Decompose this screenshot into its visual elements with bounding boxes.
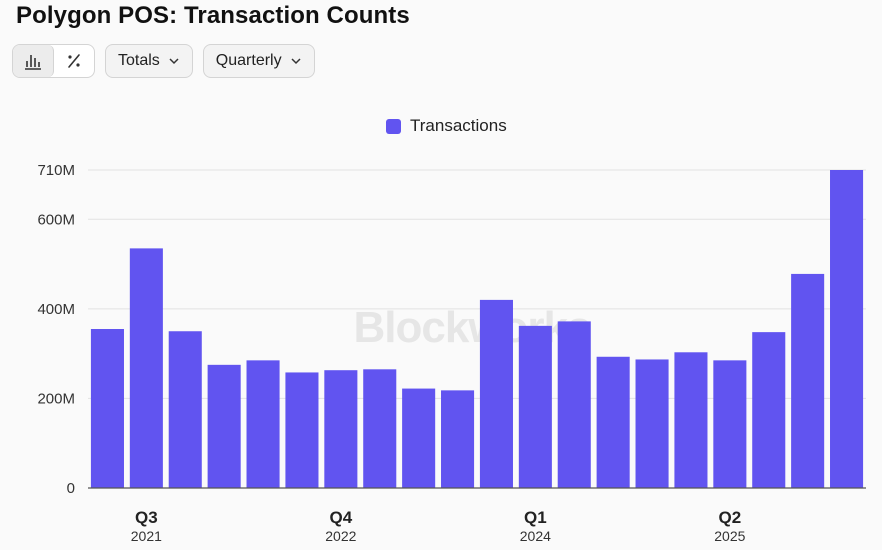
bar[interactable] [830,170,864,488]
chevron-down-icon [291,58,301,65]
bar[interactable] [557,321,591,488]
percent-icon [68,54,80,68]
percent-view-button[interactable] [54,45,94,77]
bar[interactable] [791,273,825,488]
x-tick-label: Q2 [719,508,742,527]
bar[interactable] [752,332,786,488]
bar[interactable] [90,329,124,488]
bar[interactable] [518,325,552,488]
blockworks-watermark: Blockworks [354,303,591,352]
bar[interactable] [324,370,358,488]
bar[interactable] [402,388,436,488]
x-tick-sublabel: 2021 [131,528,162,544]
bar[interactable] [674,352,708,488]
x-tick-label: Q3 [135,508,158,527]
bar[interactable] [168,331,202,488]
bar[interactable] [207,364,241,488]
bars [90,170,864,488]
quarterly-dropdown[interactable]: Quarterly [202,44,315,78]
totals-dropdown-label: Totals [118,52,160,69]
chart-legend[interactable]: Transactions [386,116,507,136]
view-mode-toggle [12,44,95,78]
bar[interactable] [713,360,747,488]
legend-swatch-transactions [386,118,401,134]
x-tick-label: Q1 [524,508,547,527]
chart-toolbar: Totals Quarterly [12,44,315,78]
y-tick-label: 400M [37,301,75,318]
bar[interactable] [441,390,475,488]
bar[interactable] [596,356,630,488]
x-tick-label: Q4 [330,508,353,527]
x-tick-sublabel: 2022 [325,528,356,544]
x-tick-sublabel: 2024 [520,528,551,544]
bar[interactable] [635,359,669,488]
bar-chart-icon [25,55,41,70]
bar[interactable] [246,360,280,488]
bar-chart-view-button[interactable] [13,45,54,77]
chevron-down-icon [169,58,179,65]
grid-lines [88,169,866,399]
x-tick-sublabel: 2025 [714,528,745,544]
page-title: Polygon POS: Transaction Counts [16,2,410,29]
bar[interactable] [363,369,397,488]
quarterly-dropdown-label: Quarterly [215,52,282,69]
legend-label-transactions: Transactions [410,116,507,135]
y-tick-label: 710M [37,162,75,179]
y-tick-label: 600M [37,211,75,228]
bar[interactable] [129,248,163,488]
totals-dropdown[interactable]: Totals [105,44,193,78]
y-tick-label: 0 [67,480,75,497]
bar[interactable] [479,299,513,488]
bar[interactable] [285,372,319,488]
y-tick-label: 200M [37,390,75,407]
